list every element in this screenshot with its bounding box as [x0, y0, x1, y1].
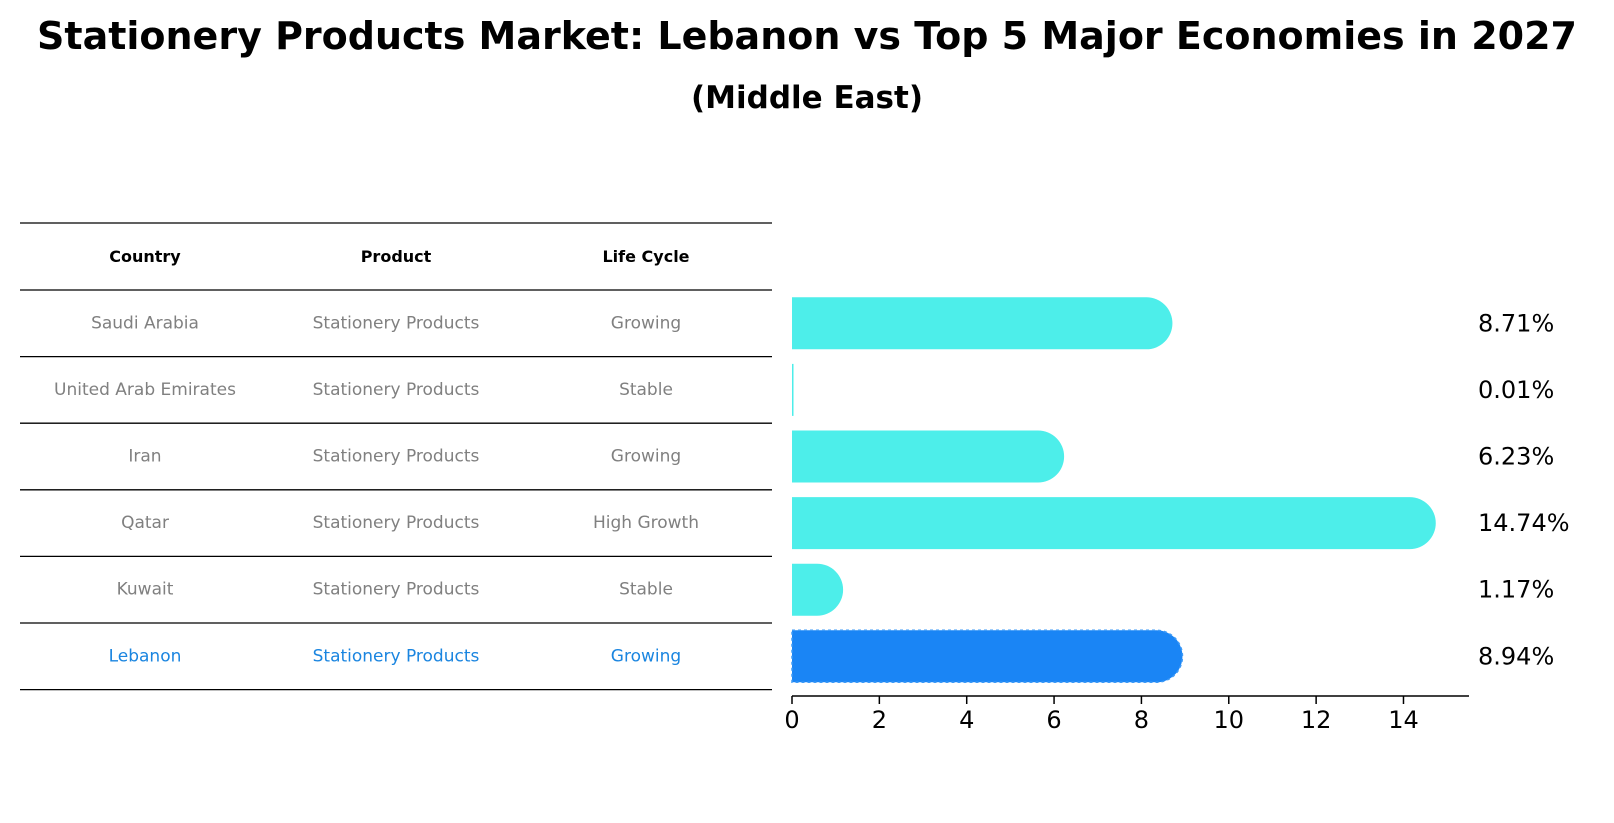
data-table: Country Product Life Cycle Saudi Arabia Stat…: [20, 222, 772, 691]
cell-product: Stationery Products: [313, 313, 480, 333]
x-tick-label: 14: [1388, 706, 1419, 734]
cell-country: United Arab Emirates: [54, 380, 236, 400]
cell-product: Stationery Products: [313, 380, 480, 400]
x-tick-label: 10: [1214, 706, 1245, 734]
x-axis: 0 2 4 6 8 10 12 14: [784, 695, 1469, 734]
cell-country: Lebanon: [109, 646, 182, 666]
header-product: Product: [361, 247, 432, 266]
x-tick-label: 0: [784, 706, 799, 734]
cell-country: Saudi Arabia: [91, 313, 199, 333]
value-label: 0.01%: [1478, 376, 1554, 404]
cell-life-cycle: Stable: [619, 580, 673, 600]
x-tick-label: 4: [959, 706, 974, 734]
cell-product: Stationery Products: [313, 646, 480, 666]
cell-life-cycle: Growing: [611, 646, 681, 666]
x-tick-label: 2: [872, 706, 887, 734]
cell-country: Iran: [128, 447, 161, 467]
cell-life-cycle: Growing: [611, 447, 681, 467]
value-label: 14.74%: [1478, 509, 1570, 537]
cell-life-cycle: High Growth: [593, 513, 699, 533]
value-label: 8.94%: [1478, 642, 1554, 670]
value-label: 8.71%: [1478, 309, 1554, 337]
bar: [792, 497, 1436, 550]
header-country: Country: [109, 247, 181, 266]
x-tick-label: 12: [1301, 706, 1332, 734]
x-tick-label: 6: [1046, 706, 1061, 734]
cell-product: Stationery Products: [313, 447, 480, 467]
cell-life-cycle: Growing: [611, 313, 681, 333]
bar: [792, 297, 1173, 350]
chart-subtitle: (Middle East): [690, 80, 923, 116]
chart-title: Stationery Products Market: Lebanon vs T…: [37, 14, 1577, 58]
bar: [792, 363, 794, 416]
x-tick-label: 8: [1134, 706, 1149, 734]
bar: [792, 430, 1065, 483]
cell-life-cycle: Stable: [619, 380, 673, 400]
header-life-cycle: Life Cycle: [602, 247, 689, 266]
value-label: 6.23%: [1478, 443, 1554, 471]
cell-country: Kuwait: [117, 580, 174, 600]
bar: [792, 563, 844, 616]
bar-highlight: [791, 629, 1184, 684]
value-labels: 8.71% 0.01% 6.23% 14.74% 1.17% 8.94%: [1478, 309, 1570, 670]
value-label: 1.17%: [1478, 576, 1554, 604]
cell-product: Stationery Products: [313, 580, 480, 600]
bar-plot: [791, 297, 1436, 684]
cell-product: Stationery Products: [313, 513, 480, 533]
cell-country: Qatar: [121, 513, 169, 533]
